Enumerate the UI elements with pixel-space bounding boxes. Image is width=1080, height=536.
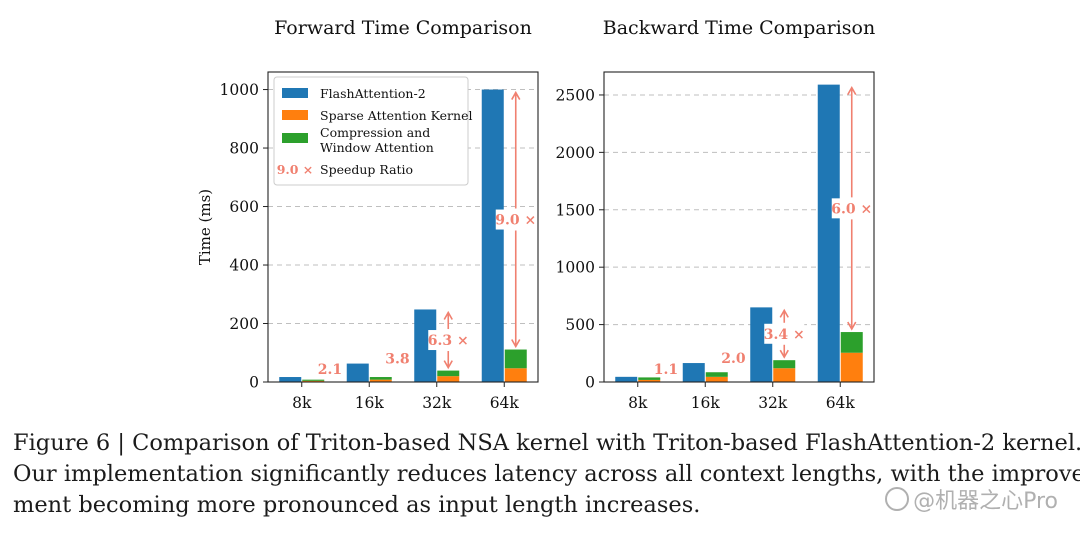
chart2-y-tick-label: 0 bbox=[585, 374, 595, 392]
chart1-title: Forward Time Comparison bbox=[274, 17, 532, 39]
chart2-speedup-arrowhead-32k bbox=[779, 349, 789, 359]
chart1-speedup-arrowhead-64k bbox=[511, 339, 521, 349]
chart2-y-tick-label: 1500 bbox=[556, 201, 595, 219]
chart1-y-tick-label: 1000 bbox=[220, 81, 259, 99]
chart1-bar-flashattention-8k bbox=[279, 377, 302, 382]
chart2-bar-flashattention-64k bbox=[817, 84, 840, 382]
chart2-bar-flashattention-32k bbox=[750, 307, 773, 382]
chart2-y-tick-label: 1000 bbox=[556, 259, 595, 277]
chart1-y-tick-label: 600 bbox=[229, 198, 259, 216]
chart2-y-tick-label: 500 bbox=[565, 316, 595, 334]
chart1-legend-box bbox=[273, 76, 469, 186]
chart1-speedup-arrowhead-64k bbox=[511, 90, 521, 100]
chart1-x-tick-label-16k: 16k bbox=[355, 394, 385, 412]
chart1-bar-compression-16k bbox=[369, 377, 392, 380]
chart2-bar-compression-16k bbox=[705, 372, 728, 377]
chart2-title: Backward Time Comparison bbox=[603, 17, 875, 39]
caption-line-2: Our implementation significantly reduces… bbox=[13, 461, 1080, 487]
chart2-x-tick-label-16k: 16k bbox=[691, 394, 721, 412]
chart2-x-tick-label-8k: 8k bbox=[628, 394, 648, 412]
chart1-bar-flashattention-32k bbox=[414, 309, 437, 382]
chart2-speedup-arrowhead-32k bbox=[779, 308, 789, 318]
chart2-x-tick-label-32k: 32k bbox=[758, 394, 788, 412]
chart1-x-tick-label-8k: 8k bbox=[292, 394, 312, 412]
chart1-legend-label-1: Sparse Attention Kernel bbox=[320, 108, 472, 123]
chart1-bar-sparse-16k bbox=[369, 379, 392, 382]
chart1-legend-swatch-2 bbox=[282, 133, 308, 143]
chart1-speedup-label-32k: 6.3 × bbox=[428, 333, 469, 349]
chart1-bar-flashattention-16k bbox=[346, 363, 369, 382]
chart1-speedup-label-64k: 9.0 × bbox=[495, 213, 536, 229]
watermark-text: @机器之心Pro bbox=[913, 489, 1058, 514]
figure-caption: Figure 6 | Comparison of Triton-based NS… bbox=[13, 428, 1080, 521]
chart2-speedup-arrowhead-64k bbox=[847, 86, 857, 96]
caption-line-1: Figure 6 | Comparison of Triton-based NS… bbox=[13, 430, 1080, 456]
chart1-legend-label-0: FlashAttention-2 bbox=[320, 86, 426, 101]
chart1-legend-speedup-sample: 9.0 × bbox=[277, 162, 314, 177]
chart1-bar-compression-32k bbox=[437, 370, 460, 377]
chart2-bar-sparse-16k bbox=[705, 376, 728, 382]
chart1-speedup-arrowhead-32k bbox=[443, 360, 453, 370]
chart1-y-tick-label: 800 bbox=[229, 140, 259, 158]
chart1-bar-flashattention-64k bbox=[481, 89, 504, 382]
chart1-bar-sparse-32k bbox=[437, 376, 460, 382]
chart2-bar-flashattention-16k bbox=[682, 363, 705, 382]
chart1-x-tick-label-64k: 64k bbox=[490, 394, 520, 412]
chart2-bar-sparse-32k bbox=[773, 368, 796, 382]
chart1-y-tick-label: 200 bbox=[229, 315, 259, 333]
chart1-legend-swatch-0 bbox=[282, 88, 308, 98]
chart2-speedup-label-bg bbox=[831, 198, 872, 219]
chart2-speedup-label-64k: 6.0 × bbox=[831, 201, 872, 217]
chart1-y-tick-label: 400 bbox=[229, 257, 259, 275]
chart1-y-axis-label: Time (ms) bbox=[196, 189, 214, 265]
chart1-speedup-arrowhead-32k bbox=[443, 310, 453, 320]
chart2-bar-compression-64k bbox=[840, 332, 863, 353]
chart2-y-tick-label: 2500 bbox=[556, 86, 595, 104]
chart1-legend-speedup-text: Speedup Ratio bbox=[320, 162, 413, 177]
chart2-bar-sparse-64k bbox=[840, 352, 863, 382]
watermark: @机器之心Pro bbox=[885, 483, 1058, 515]
chart2-speedup-label-bg bbox=[764, 323, 805, 344]
chart2-bar-flashattention-8k bbox=[615, 376, 638, 382]
chart2-x-tick-label-64k: 64k bbox=[826, 394, 856, 412]
chart2-speedup-arrowhead-64k bbox=[847, 321, 857, 331]
chart2-y-tick-label: 2000 bbox=[556, 144, 595, 162]
chart2-plot-frame bbox=[603, 71, 875, 383]
chart2-bar-compression-8k bbox=[638, 377, 661, 380]
figure-canvas: Forward Time Comparison Time (ms) 0 200 400 6… bbox=[196, 17, 875, 412]
chart1-legend-label-3: Window Attention bbox=[320, 140, 434, 155]
caption-line-3: ment becoming more pronounced as input l… bbox=[13, 492, 701, 518]
chart1-speedup-label-bg bbox=[495, 209, 536, 230]
chart1-x-tick-label-32k: 32k bbox=[422, 394, 452, 412]
chart1-legend-label-2: Compression and bbox=[320, 125, 430, 140]
chart1-y-tick-label: 0 bbox=[249, 374, 259, 392]
chart1-legend-swatch-1 bbox=[282, 110, 308, 120]
chart1-plot-frame bbox=[267, 71, 539, 383]
watermark-logo-icon bbox=[885, 487, 910, 511]
chart2-speedup-label-32k: 3.4 × bbox=[764, 327, 805, 343]
chart1-bar-compression-8k bbox=[302, 379, 325, 381]
chart2-bar-sparse-8k bbox=[638, 379, 661, 382]
chart1-bar-sparse-8k bbox=[302, 380, 325, 382]
chart1-speedup-label-bg bbox=[428, 330, 469, 351]
chart1-bar-compression-64k bbox=[504, 349, 527, 369]
chart2-bar-compression-32k bbox=[773, 360, 796, 369]
chart1-bar-sparse-64k bbox=[504, 368, 527, 382]
